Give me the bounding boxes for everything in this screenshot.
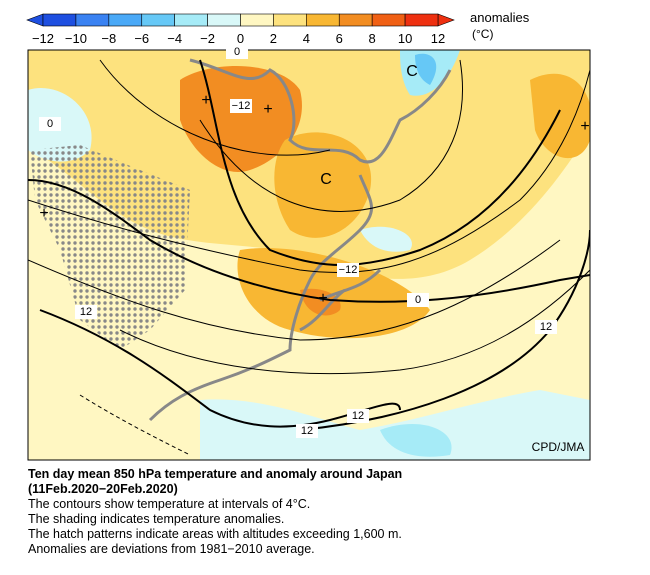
contour-label-bg xyxy=(296,424,318,438)
caption-line: The contours show temperature at interva… xyxy=(28,497,310,511)
contour-label: 12 xyxy=(80,306,92,318)
colorbar-tick-label: −10 xyxy=(65,31,87,46)
contour-label: 12 xyxy=(301,425,313,437)
contour-label-bg xyxy=(407,293,429,307)
caption-line: The hatch patterns indicate areas with a… xyxy=(28,527,402,541)
colorbar-tick-label: 6 xyxy=(336,31,343,46)
map xyxy=(28,50,590,460)
colorbar-segment xyxy=(371,13,406,27)
colorbar-tick-label: 12 xyxy=(431,31,445,46)
colorbar: −12 −10 −8 −6 −4 −2 0 2 4 6 8 10 12 xyxy=(26,13,455,46)
colorbar-segment xyxy=(404,13,439,27)
map-marker: C xyxy=(320,171,332,188)
colorbar-segment xyxy=(174,13,208,27)
contour-label-bg xyxy=(337,263,359,277)
map-marker: + xyxy=(39,205,48,222)
caption-line: Anomalies are deviations from 1981−2010 … xyxy=(28,542,315,556)
contour-label-bg xyxy=(535,320,557,334)
colorbar-end xyxy=(26,13,44,27)
credit: CPD/JMA xyxy=(532,440,585,454)
colorbar-unit: (°C) xyxy=(472,27,493,41)
colorbar-tick-label: −6 xyxy=(134,31,149,46)
colorbar-segment xyxy=(141,13,175,27)
colorbar-tick-label: −12 xyxy=(32,31,54,46)
colorbar-tick-label: 2 xyxy=(270,31,277,46)
colorbar-tick-label: 8 xyxy=(369,31,376,46)
map-marker: C xyxy=(406,63,418,80)
map-marker: + xyxy=(580,118,589,135)
colorbar-segment xyxy=(306,13,340,27)
colorbar-tick-label: 0 xyxy=(237,31,244,46)
colorbar-tick-label: −8 xyxy=(101,31,116,46)
colorbar-segment xyxy=(207,13,241,27)
contour-label: −12 xyxy=(232,100,251,112)
colorbar-segment xyxy=(108,13,143,27)
contour-label: −12 xyxy=(339,264,358,276)
contour-label: 0 xyxy=(415,294,421,306)
map-marker: + xyxy=(318,290,327,307)
colorbar-tick-label: 4 xyxy=(303,31,310,46)
colorbar-tick-label: −4 xyxy=(167,31,182,46)
caption-period: (11Feb.2020−20Feb.2020) xyxy=(28,482,178,496)
colorbar-segment xyxy=(42,13,77,27)
contour-label-bg xyxy=(226,45,248,59)
caption-title: Ten day mean 850 hPa temperature and ano… xyxy=(28,467,402,481)
contour-label: 0 xyxy=(234,46,240,58)
colorbar-segment xyxy=(338,13,373,27)
contour-label-bg xyxy=(347,409,369,423)
colorbar-segment xyxy=(75,13,110,27)
colorbar-segment xyxy=(273,13,307,27)
contour-label-bg xyxy=(75,305,97,319)
contour-label: 12 xyxy=(352,410,364,422)
caption-line: The shading indicates temperature anomal… xyxy=(28,512,284,526)
colorbar-tick-label: −2 xyxy=(200,31,215,46)
contour-label-bg xyxy=(230,99,252,113)
map-marker: + xyxy=(201,92,210,109)
map-marker: + xyxy=(263,101,272,118)
map-frame xyxy=(27,49,591,461)
contour-label: 12 xyxy=(540,321,552,333)
colorbar-end xyxy=(437,13,455,27)
colorbar-segment xyxy=(240,13,274,27)
colorbar-title: anomalies xyxy=(470,10,530,25)
contour-label-bg xyxy=(39,117,61,131)
colorbar-tick-label: 10 xyxy=(398,31,412,46)
contour-label: 0 xyxy=(47,118,53,130)
